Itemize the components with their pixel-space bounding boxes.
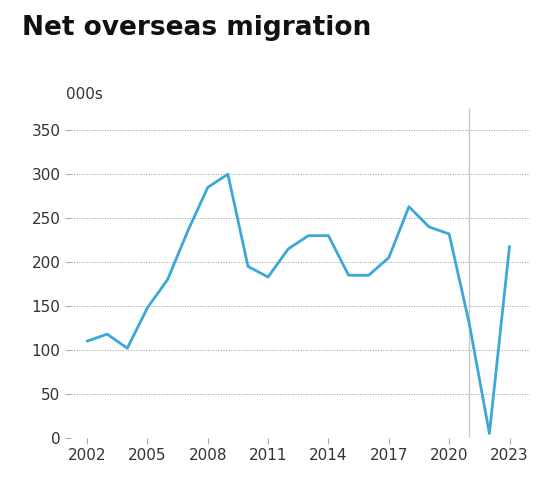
Text: 000s: 000s (67, 87, 103, 102)
Text: Net overseas migration: Net overseas migration (22, 15, 371, 41)
